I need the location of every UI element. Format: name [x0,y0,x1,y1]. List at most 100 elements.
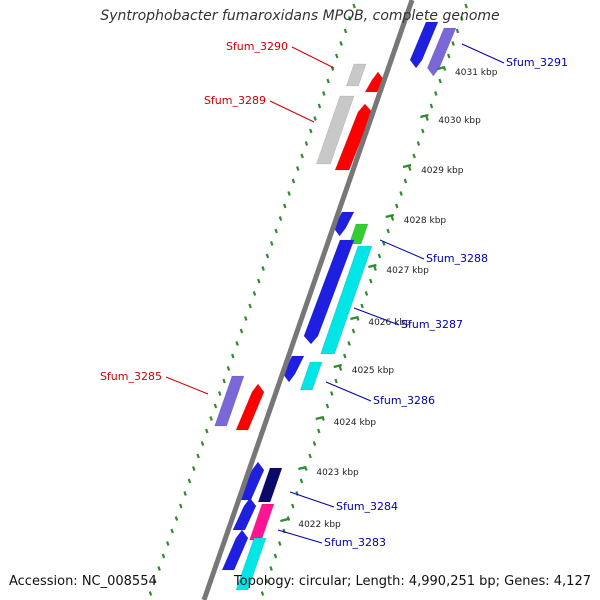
major-tick [280,517,289,523]
gene-features [214,21,457,591]
left-tick [348,16,352,21]
left-tick [274,228,278,234]
right-tick [369,278,373,284]
right-tick [347,341,351,346]
right-tick [451,41,455,46]
left-tick [187,478,192,484]
gene-label: Sfum_3285 [100,370,162,383]
right-tick [330,391,334,396]
right-tick [317,428,321,434]
left-tick [335,53,339,59]
left-tick [317,103,322,109]
major-tick [402,163,412,169]
left-tick [218,391,222,396]
left-tick [148,591,153,596]
major-tick [385,213,395,219]
left-tick [209,416,213,421]
left-tick [270,241,274,246]
kbp-scale-labels: 4022 kbp 4023 kbp 4024 kbp 4025 kbp 4026 kbp… [280,65,498,530]
gene-feature [299,361,323,391]
left-tick [153,578,157,584]
gene-label: Sfum_3283 [324,536,386,549]
left-tick [252,291,257,296]
gene-label-leader [165,376,209,395]
kbp-label: 4023 kbp [316,468,359,478]
gene-feature [427,27,457,77]
right-tick [260,591,265,596]
left-tick [304,141,309,146]
gene-labels: Sfum_3291 Sfum_3290 Sfum_3289 Sfum_3288 Sfum… [100,40,568,549]
left-tick [283,203,287,209]
right-tick [408,166,412,171]
major-tick [350,315,359,321]
left-tick [322,91,326,96]
right-tick [390,216,395,221]
left-tick [244,316,248,321]
gene-feature [303,239,355,345]
right-tick [265,578,269,584]
left-tick [161,553,166,559]
left-tick [213,403,218,409]
right-tick-track [260,3,468,596]
left-tick [174,516,179,521]
left-tick [196,453,200,459]
major-tick [436,65,446,71]
backbone-line [201,0,415,600]
gene-feature [409,21,439,69]
right-tick [382,241,386,246]
left-tick [352,3,356,9]
left-tick [226,366,231,371]
right-tick [447,53,451,59]
right-tick [273,553,278,559]
gene-label: Sfum_3290 [226,40,288,53]
genome-backbone [201,0,415,600]
left-tick [300,153,304,159]
gene-label-leader [325,381,372,402]
left-tick [296,166,300,171]
gene-label-leader [379,239,425,260]
right-tick [438,78,442,84]
gene-feature [235,383,265,431]
left-tick [313,116,317,121]
right-tick [325,403,330,409]
kbp-label: 4024 kbp [334,418,377,428]
right-tick [399,191,403,196]
left-tick [192,466,196,471]
gene-feature [334,103,373,171]
left-tick [339,41,343,46]
gene-label-leader [461,43,505,64]
left-tick [248,303,252,309]
kbp-label: 4028 kbp [404,216,447,226]
right-tick [351,328,356,334]
right-tick [360,303,364,309]
gene-label: Sfum_3288 [426,252,488,265]
right-tick [308,453,312,459]
accession-text: Accession: NC_008554 [9,574,157,589]
gene-label-leader [289,491,335,508]
right-tick [434,91,438,96]
right-tick [299,478,304,484]
left-tick [157,566,161,571]
left-tick [170,528,174,534]
right-tick [421,128,425,134]
right-tick [291,503,295,509]
kbp-label: 4022 kbp [298,520,341,530]
gene-feature [235,537,267,591]
gene-feature [221,529,249,571]
gene-label-leader [269,100,315,123]
gene-label-leader [353,307,400,326]
right-tick [425,116,429,121]
left-tick [291,178,296,184]
right-tick [286,516,291,521]
left-tick [239,328,244,334]
left-tick [265,253,270,259]
right-tick [278,541,282,546]
left-tick [179,503,183,509]
gene-feature [238,461,265,501]
gene-label-leader [277,529,323,544]
right-tick [403,178,408,184]
gene-feature [257,467,283,503]
genome-summary-text: Topology: circular; Length: 4,990,251 bp… [233,574,591,589]
